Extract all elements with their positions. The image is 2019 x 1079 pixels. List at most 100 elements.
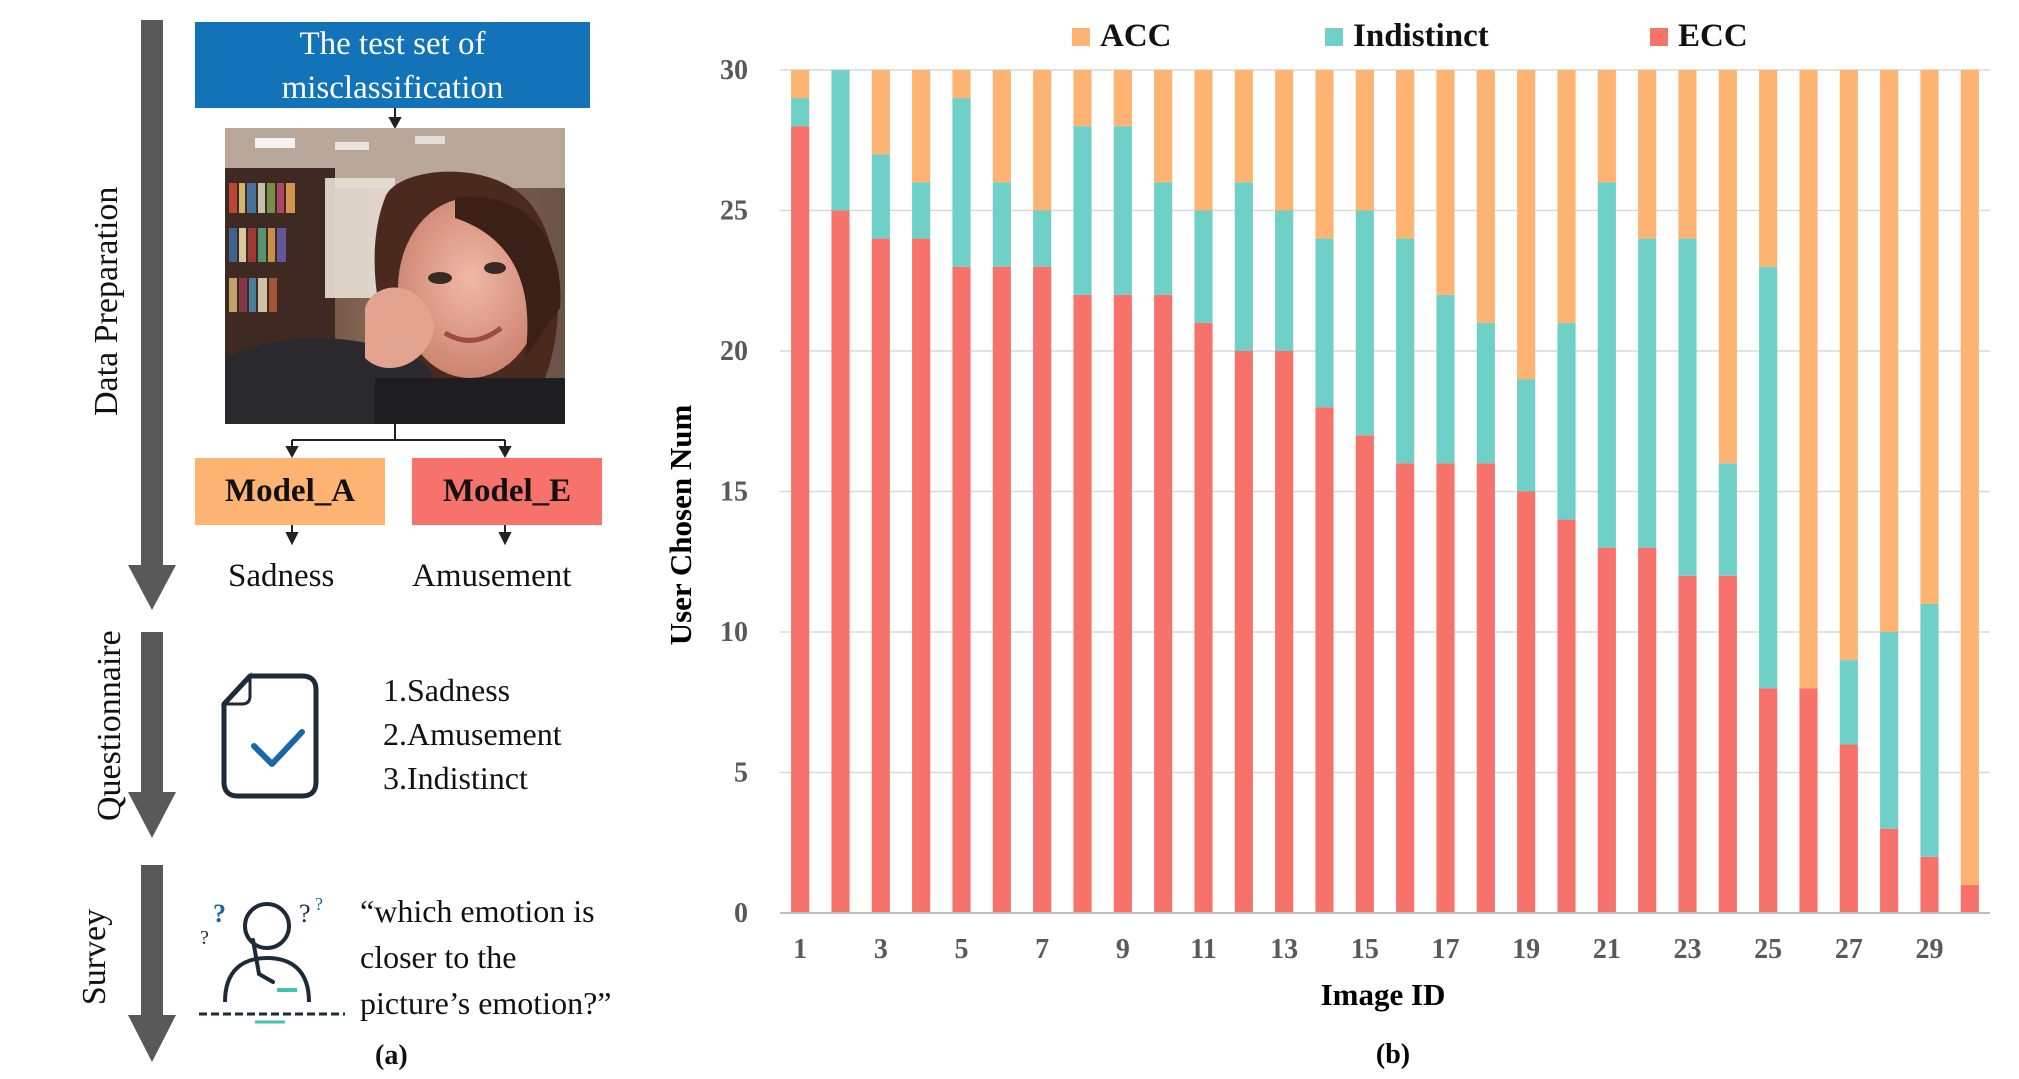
bar-ecc-30 — [1960, 884, 1979, 913]
bar-indistinct-1 — [791, 98, 810, 127]
bar-ecc-14 — [1315, 407, 1334, 913]
questionnaire-arrow-head — [128, 792, 176, 838]
bar-indistinct-16 — [1396, 238, 1415, 464]
bar-ecc-8 — [1073, 294, 1092, 913]
model-e-box: Model_E — [412, 458, 602, 525]
legend-label-ecc: ECC — [1678, 18, 1748, 54]
bar-indistinct-6 — [992, 182, 1011, 267]
stage-label-survey: Survey — [76, 908, 113, 1006]
bar-indistinct-13 — [1275, 210, 1294, 351]
panel-a-workflow: Data Preparation Questionnaire Survey Th… — [0, 0, 680, 1074]
bar-acc-26 — [1799, 70, 1818, 689]
x-tick-label: 19 — [1512, 934, 1540, 965]
bar-indistinct-24 — [1718, 463, 1737, 576]
legend: ACC Indistinct ECC — [1072, 18, 1748, 54]
bar-indistinct-20 — [1557, 322, 1576, 520]
bar-ecc-13 — [1275, 351, 1294, 913]
bar-indistinct-29 — [1920, 603, 1939, 857]
bar-acc-15 — [1355, 70, 1374, 211]
bar-indistinct-2 — [831, 70, 850, 211]
bar-ecc-11 — [1194, 322, 1213, 913]
model-e-output: Amusement — [412, 558, 572, 594]
bar-ecc-26 — [1799, 688, 1818, 913]
survey-arrow-head — [128, 1015, 176, 1062]
bar-ecc-20 — [1557, 519, 1576, 913]
x-tick-label: 25 — [1754, 934, 1782, 965]
misclassified-photo — [225, 128, 565, 424]
bars — [791, 70, 1979, 914]
y-tick-label: 5 — [734, 758, 748, 789]
bar-ecc-1 — [791, 126, 810, 913]
legend-label-indistinct: Indistinct — [1353, 18, 1489, 54]
x-tick-label: 3 — [874, 934, 888, 965]
bar-acc-29 — [1920, 70, 1939, 604]
x-tick-label: 21 — [1593, 934, 1621, 965]
bar-indistinct-7 — [1033, 210, 1052, 267]
option-amusement: 2.Amusement — [383, 716, 562, 752]
bar-ecc-16 — [1396, 463, 1415, 913]
bar-acc-17 — [1436, 70, 1455, 295]
bar-acc-8 — [1073, 70, 1092, 127]
stage-arrows — [128, 20, 176, 1062]
survey-question-line-1: “which emotion is — [360, 893, 595, 929]
x-tick-label: 27 — [1835, 934, 1863, 965]
test-set-box: The test set of misclassification — [195, 22, 590, 108]
bar-ecc-28 — [1880, 828, 1899, 913]
x-tick-label: 13 — [1270, 934, 1298, 965]
bar-ecc-18 — [1476, 463, 1495, 913]
bar-acc-19 — [1517, 70, 1536, 380]
svg-text:?: ? — [299, 899, 311, 928]
panel-a-caption: (a) — [375, 1040, 408, 1071]
bar-indistinct-4 — [912, 182, 931, 239]
bar-acc-18 — [1476, 70, 1495, 323]
y-tick-label: 20 — [720, 336, 748, 367]
legend-swatch-indistinct — [1325, 28, 1343, 46]
bar-indistinct-11 — [1194, 210, 1213, 323]
bar-ecc-27 — [1839, 744, 1858, 913]
bar-indistinct-28 — [1880, 632, 1899, 829]
x-axis-label: Image ID — [1321, 977, 1446, 1012]
survey-question-line-2: closer to the — [360, 939, 517, 975]
bar-acc-7 — [1033, 70, 1052, 211]
x-tick-label: 1 — [793, 934, 807, 965]
bar-ecc-7 — [1033, 266, 1052, 913]
y-tick-label: 0 — [734, 898, 748, 929]
bar-indistinct-9 — [1113, 126, 1132, 295]
bar-ecc-17 — [1436, 463, 1455, 913]
bar-ecc-23 — [1678, 575, 1697, 913]
bar-ecc-12 — [1234, 351, 1253, 913]
x-tick-label: 11 — [1190, 934, 1216, 965]
y-tick-label: 10 — [720, 617, 748, 648]
bar-indistinct-18 — [1476, 322, 1495, 464]
bar-acc-3 — [871, 70, 890, 155]
x-tick-label: 9 — [1116, 934, 1130, 965]
bar-indistinct-19 — [1517, 379, 1536, 492]
legend-swatch-ecc — [1650, 28, 1668, 46]
bar-acc-16 — [1396, 70, 1415, 239]
data-preparation-arrow-head — [128, 565, 176, 610]
bar-acc-30 — [1960, 70, 1979, 885]
bar-ecc-15 — [1355, 435, 1374, 913]
y-tick-label: 15 — [720, 477, 748, 508]
bar-indistinct-12 — [1234, 182, 1253, 351]
flow-connectors — [285, 108, 512, 546]
grid-lines — [780, 69, 1990, 774]
bar-acc-1 — [791, 70, 810, 99]
bar-acc-21 — [1597, 70, 1616, 183]
survey-arrow-shaft — [141, 865, 163, 1015]
test-set-label: The test set of misclassification — [281, 26, 504, 106]
bar-acc-6 — [992, 70, 1011, 183]
bar-indistinct-10 — [1154, 182, 1173, 295]
bar-indistinct-23 — [1678, 238, 1697, 576]
data-preparation-arrow-shaft — [141, 20, 163, 565]
bar-acc-23 — [1678, 70, 1697, 239]
bar-acc-24 — [1718, 70, 1737, 464]
questionnaire-arrow-shaft — [141, 632, 163, 792]
bar-indistinct-14 — [1315, 238, 1334, 408]
bar-ecc-22 — [1638, 547, 1657, 913]
model-a-box: Model_A — [195, 458, 385, 525]
bar-indistinct-22 — [1638, 238, 1657, 548]
survey-question-line-3: picture’s emotion?” — [360, 985, 612, 1021]
